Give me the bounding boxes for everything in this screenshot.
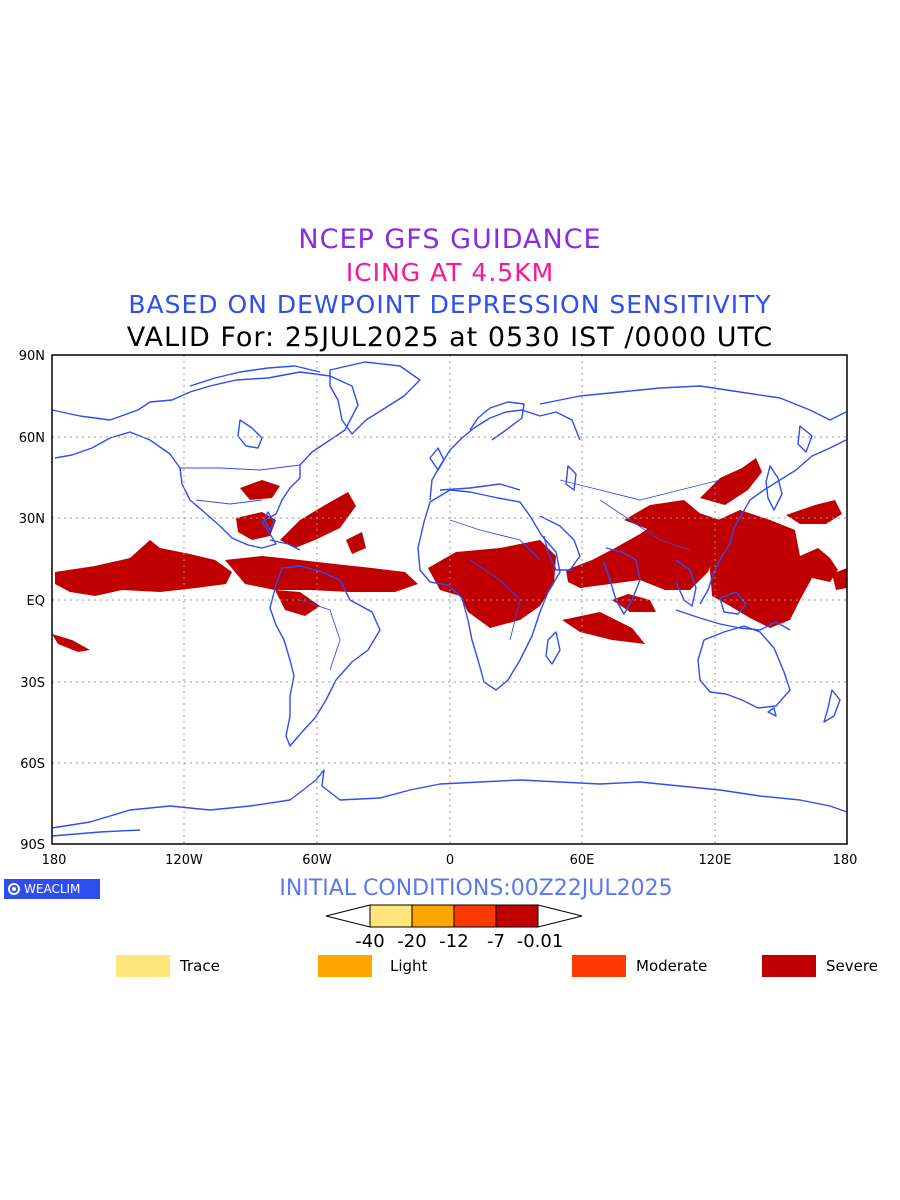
coast-uk xyxy=(429,447,445,471)
lat-label: 60S xyxy=(20,757,45,772)
lat-label: 90S xyxy=(20,838,45,853)
legend-label-trace: Trace xyxy=(180,957,220,975)
initial-conditions: INITIAL CONDITIONS:00Z22JUL2025 xyxy=(279,876,673,901)
coast-caspian xyxy=(565,465,577,491)
lon-label: 0 xyxy=(446,853,454,868)
coast-madagascar xyxy=(545,631,561,665)
country-borders xyxy=(180,464,721,671)
legend-swatch-moderate xyxy=(572,955,626,977)
longitude-labels: 180 120W 60W 0 60E 120E 180 xyxy=(42,853,858,868)
icing-area-east-pacific xyxy=(55,540,232,596)
legend-label-severe: Severe xyxy=(826,957,878,975)
coast-japan xyxy=(765,465,783,511)
coast-kamchatka xyxy=(797,425,813,453)
colorbar-tick-label: -40 xyxy=(355,931,384,950)
coast-florida xyxy=(263,511,275,531)
icing-area-atlantic-low xyxy=(346,532,366,554)
colorbar-swatch-moderate xyxy=(453,904,497,928)
title-basis: BASED ON DEWPOINT DEPRESSION SENSITIVITY xyxy=(128,290,772,319)
icing-area-amazon xyxy=(275,590,320,616)
coast-tasmania xyxy=(767,707,777,717)
coast-arabia xyxy=(539,515,581,571)
lon-label: 120E xyxy=(698,853,731,868)
coast-greenland xyxy=(329,361,421,435)
title-main: NCEP GFS GUIDANCE xyxy=(298,224,602,255)
lat-label: 90N xyxy=(19,349,45,364)
map-frame xyxy=(51,354,848,845)
coast-antarctica-ross xyxy=(51,829,141,837)
coast-hudson-bay xyxy=(237,419,263,449)
coast-cuba xyxy=(269,539,301,551)
icing-area-dateline xyxy=(832,568,847,590)
legend-swatch-trace xyxy=(116,955,170,977)
lat-label: 60N xyxy=(19,431,45,446)
icing-area-us-east xyxy=(240,480,280,500)
coast-borneo xyxy=(719,591,747,615)
coast-asia-east xyxy=(699,439,847,605)
coast-arctic-islands xyxy=(189,365,321,387)
colorbar-tick-label: -0.01 xyxy=(517,931,564,950)
icing-area-africa xyxy=(428,540,556,628)
weaclim-label: WEACLIM xyxy=(24,882,81,896)
coast-antarctica xyxy=(51,769,848,829)
coast-asia-north xyxy=(539,385,847,421)
colorbar-tick-label: -12 xyxy=(439,931,468,950)
coastlines xyxy=(51,361,848,837)
coast-indonesia xyxy=(675,609,791,631)
title-valid-time: VALID For: 25JUL2025 at 0530 IST /0000 U… xyxy=(126,322,774,353)
legend-swatch-severe xyxy=(762,955,816,977)
colorbar-swatch-trace xyxy=(369,904,413,928)
icing-area-north-atlantic xyxy=(280,492,356,548)
coast-south-america xyxy=(269,565,381,747)
coast-mediterranean xyxy=(439,483,521,491)
lon-label: 60W xyxy=(302,853,332,868)
icing-area-indian-ocean-1 xyxy=(562,612,645,644)
colorbar: -40 -20 -12 -7 -0.01 xyxy=(325,904,583,950)
icing-area-indian-ocean-2 xyxy=(612,594,656,612)
latitude-labels: 90N 60N 30N EQ 30S 60S 90S xyxy=(19,349,45,853)
lon-label: 60E xyxy=(570,853,595,868)
lon-label: 180 xyxy=(42,853,67,868)
coast-southeast-asia xyxy=(675,559,697,607)
lon-label: 120W xyxy=(165,853,203,868)
legend-label-moderate: Moderate xyxy=(636,957,708,975)
lat-label: EQ xyxy=(27,594,45,609)
weaclim-logo-icon xyxy=(8,883,20,895)
title-icing: ICING AT 4.5KM xyxy=(345,258,555,287)
coast-australia xyxy=(697,625,791,709)
colorbar-tick-label: -20 xyxy=(397,931,426,950)
coast-scandinavia xyxy=(469,401,525,441)
coast-new-zealand xyxy=(823,689,841,723)
legend-swatch-light xyxy=(318,955,372,977)
lon-label: 180 xyxy=(833,853,858,868)
lat-label: 30S xyxy=(20,676,45,691)
world-icing-map: 90N 60N 30N EQ 30S 60S 90S 180 120W 60W … xyxy=(19,349,858,868)
graticule xyxy=(52,355,847,844)
lat-label: 30N xyxy=(19,512,45,527)
legend-label-light: Light xyxy=(390,957,428,975)
icing-area-south-pacific xyxy=(52,634,90,652)
weaclim-badge: WEACLIM xyxy=(4,879,100,899)
colorbar-left-arrow xyxy=(325,904,371,928)
coast-north-america xyxy=(51,371,359,549)
coast-africa xyxy=(417,489,561,691)
colorbar-swatch-severe xyxy=(495,904,539,928)
coast-india xyxy=(603,547,641,615)
icing-area-tibet xyxy=(624,500,702,534)
colorbar-tick-label: -7 xyxy=(487,931,505,950)
colorbar-right-arrow xyxy=(537,904,583,928)
colorbar-swatch-light xyxy=(411,904,455,928)
icing-area-central-america xyxy=(225,556,418,592)
